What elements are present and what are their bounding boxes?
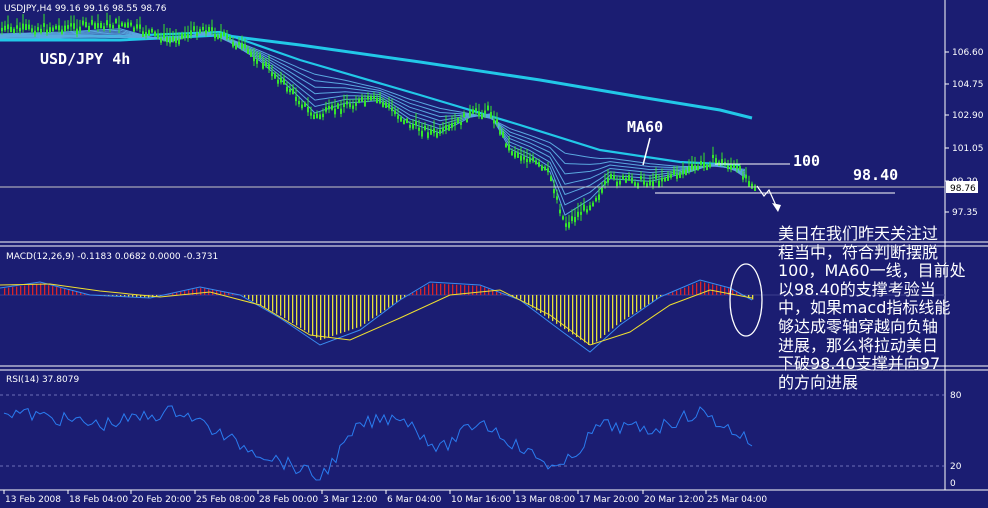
chart-title: USD/JPY 4h: [40, 50, 131, 68]
time-tick-label: 13 Mar 08:00: [515, 495, 575, 505]
time-tick-label: 18 Feb 04:00: [69, 495, 128, 505]
price-tick-label: 101.05: [952, 144, 984, 154]
macd-header: MACD(12,26,9) -0.1183 0.0682 0.0000 -0.3…: [6, 252, 219, 262]
commentary-line: 中，如果macd指标线能: [778, 298, 951, 318]
moving-average-ribbon: [0, 28, 753, 216]
time-tick-label: 25 Feb 08:00: [196, 495, 255, 505]
ma60-label: MA60: [627, 118, 664, 136]
time-tick-label: 6 Mar 04:00: [387, 495, 442, 505]
commentary-line: 的方向进展: [778, 372, 859, 392]
commentary-line: 以98.40的支撑考验当: [778, 279, 936, 299]
time-tick-label: 28 Feb 00:00: [259, 495, 318, 505]
price-candles: [1, 12, 756, 231]
time-tick-label: 20 Mar 12:00: [644, 495, 704, 505]
macd-signal-line: [0, 283, 753, 346]
macd-line: [0, 279, 753, 353]
current-price-tag: [946, 181, 978, 193]
commentary-line: 程当中，符合判断摆脱: [778, 242, 939, 262]
macd-histogram: [4, 281, 754, 345]
time-axis: 13 Feb 2008 18 Feb 04:00 20 Feb 20:00 25 Fe…: [3, 490, 767, 505]
time-tick-label: 10 Mar 16:00: [451, 495, 511, 505]
time-tick-label: 13 Feb 2008: [5, 495, 61, 505]
price-tick-label: 106.60: [952, 48, 984, 58]
time-tick-label: 17 Mar 20:00: [579, 495, 639, 505]
price-tick-label: 104.75: [952, 80, 984, 90]
level-9840-label: 98.40: [853, 166, 899, 184]
level-100-label: 100: [793, 152, 821, 170]
time-tick-label: 25 Mar 04:00: [707, 495, 767, 505]
rsi-tick-label: 20: [950, 462, 962, 472]
rsi-tick-label: 80: [950, 391, 962, 401]
time-tick-label: 3 Mar 12:00: [323, 495, 378, 505]
price-tick-label: 102.90: [952, 111, 984, 121]
commentary-line: 下破98.40支撑并向97: [778, 354, 941, 374]
rsi-axis-ticks: 80 20 0: [950, 391, 962, 489]
commentary-line: 美日在我们昨天关注过: [778, 224, 939, 243]
rsi-header: RSI(14) 37.8079: [6, 375, 80, 385]
macd-highlight-ellipse: [729, 263, 763, 337]
projection-arrow: [756, 185, 779, 211]
symbol-header: USDJPY,H4 99.16 99.16 98.55 98.76: [4, 4, 167, 14]
rsi-tick-label: 0: [950, 479, 956, 489]
analysis-commentary: 美日在我们昨天关注过 程当中，符合判断摆脱 100，MA60一线，目前处 以98…: [778, 224, 986, 392]
ma60-pointer-line: [642, 137, 651, 166]
commentary-line: 进展，那么将拉动美日: [778, 335, 939, 355]
current-price-value: 98.76: [950, 184, 976, 194]
projection-arrow-head: [772, 203, 781, 212]
price-tick-label: 97.35: [952, 208, 978, 218]
commentary-line: 够达成零轴穿越向负轴: [778, 316, 939, 336]
rsi-line: [3, 405, 753, 481]
commentary-line: 100，MA60一线，目前处: [778, 261, 966, 281]
time-tick-label: 20 Feb 20:00: [132, 495, 191, 505]
